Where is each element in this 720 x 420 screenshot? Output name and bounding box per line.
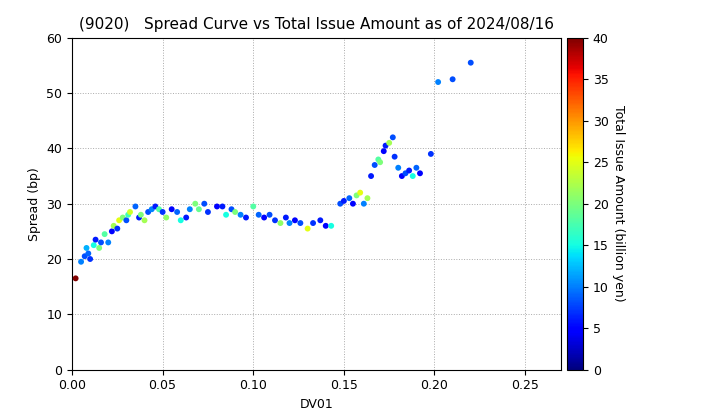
Point xyxy=(130,203,141,210)
X-axis label: DV01: DV01 xyxy=(300,398,333,411)
Point xyxy=(372,156,384,163)
Point xyxy=(153,206,165,213)
Point xyxy=(199,200,210,207)
Point xyxy=(400,170,411,177)
Point xyxy=(95,239,107,246)
Point xyxy=(258,214,270,221)
Point xyxy=(403,167,415,174)
Point xyxy=(365,173,377,179)
Point xyxy=(133,214,145,221)
Point xyxy=(378,148,390,155)
Point xyxy=(361,195,373,202)
Point xyxy=(108,223,120,229)
Point xyxy=(338,197,350,204)
Point xyxy=(280,214,292,221)
Point xyxy=(220,211,232,218)
Point xyxy=(325,223,337,229)
Point xyxy=(240,214,252,221)
Point xyxy=(84,256,96,262)
Point xyxy=(79,253,91,260)
Point xyxy=(99,231,110,237)
Y-axis label: Spread (bp): Spread (bp) xyxy=(28,167,41,241)
Point xyxy=(425,150,436,157)
Point xyxy=(94,244,105,251)
Point xyxy=(248,203,259,210)
Point xyxy=(81,244,92,251)
Point xyxy=(253,211,264,218)
Point xyxy=(235,211,246,218)
Point xyxy=(347,200,359,207)
Point xyxy=(88,242,99,249)
Point xyxy=(193,206,204,213)
Point xyxy=(70,275,81,282)
Point xyxy=(202,209,214,215)
Point xyxy=(166,206,177,213)
Point xyxy=(294,220,306,226)
Point xyxy=(90,236,102,243)
Point xyxy=(465,59,477,66)
Point xyxy=(269,217,281,223)
Point xyxy=(396,173,408,179)
Point xyxy=(387,134,399,141)
Point xyxy=(433,79,444,85)
Point xyxy=(146,206,158,213)
Point xyxy=(157,209,168,215)
Y-axis label: Total Issue Amount (billion yen): Total Issue Amount (billion yen) xyxy=(613,105,626,302)
Point xyxy=(113,217,125,223)
Point xyxy=(217,203,228,210)
Point xyxy=(358,200,369,207)
Point xyxy=(161,214,172,221)
Point xyxy=(351,192,362,199)
Point xyxy=(374,159,386,165)
Point xyxy=(125,209,136,215)
Point xyxy=(274,220,286,226)
Point xyxy=(139,217,150,223)
Point xyxy=(335,200,346,207)
Point xyxy=(410,164,422,171)
Point xyxy=(143,209,154,215)
Point xyxy=(189,200,201,207)
Point xyxy=(121,217,132,223)
Point xyxy=(379,142,391,149)
Point xyxy=(122,211,134,218)
Point xyxy=(320,223,331,229)
Point xyxy=(302,225,313,232)
Point xyxy=(171,209,183,215)
Point xyxy=(135,211,147,218)
Point xyxy=(211,203,222,210)
Point xyxy=(102,239,114,246)
Point xyxy=(315,217,326,223)
Point xyxy=(284,220,295,226)
Point xyxy=(289,217,301,223)
Point xyxy=(181,214,192,221)
Point xyxy=(384,139,395,146)
Point xyxy=(264,211,275,218)
Point xyxy=(354,189,366,196)
Title: (9020)   Spread Curve vs Total Issue Amount as of 2024/08/16: (9020) Spread Curve vs Total Issue Amoun… xyxy=(79,18,554,32)
Point xyxy=(226,206,238,213)
Point xyxy=(407,173,418,179)
Point xyxy=(175,217,186,223)
Point xyxy=(112,225,123,232)
Point xyxy=(184,206,196,213)
Point xyxy=(392,164,404,171)
Point xyxy=(447,76,459,83)
Point xyxy=(83,250,94,257)
Point xyxy=(106,228,117,235)
Point xyxy=(150,203,161,210)
Point xyxy=(307,220,319,226)
Point xyxy=(343,195,355,202)
Point xyxy=(76,258,87,265)
Point xyxy=(230,209,241,215)
Point xyxy=(389,153,400,160)
Point xyxy=(414,170,426,177)
Point xyxy=(369,162,380,168)
Point xyxy=(117,214,128,221)
